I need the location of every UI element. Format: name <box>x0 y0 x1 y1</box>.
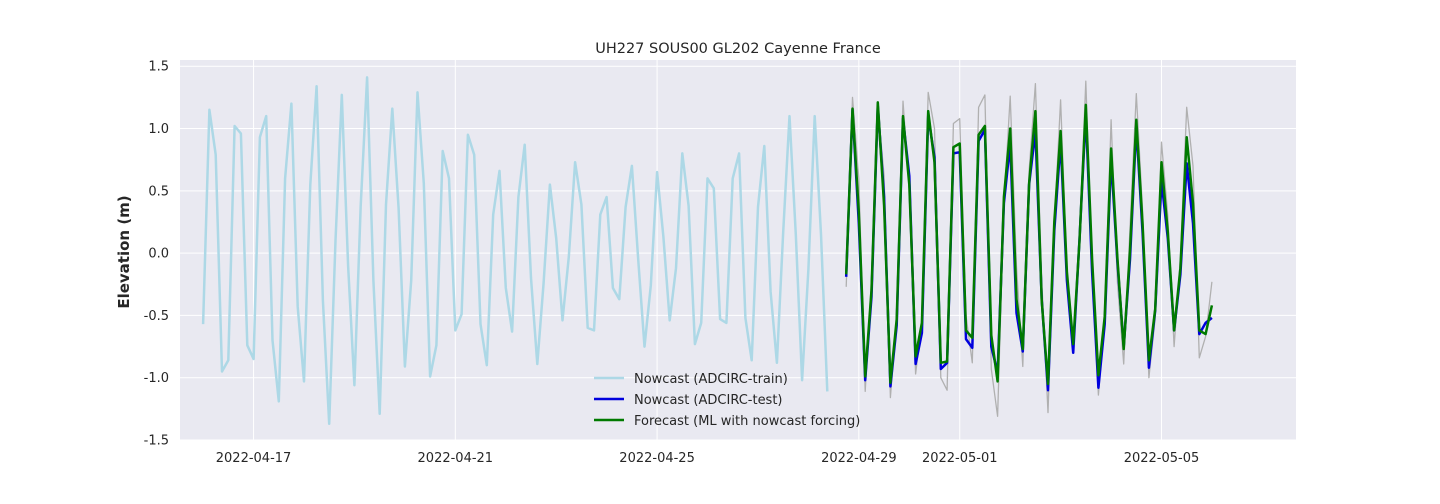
y-tick-label: -1.0 <box>144 371 169 386</box>
x-tick-label: 2022-04-21 <box>418 451 494 466</box>
y-axis-label: Elevation (m) <box>115 195 133 308</box>
legend: Nowcast (ADCIRC-train) Nowcast (ADCIRC-te… <box>594 372 860 429</box>
x-tick-label: 2022-04-29 <box>821 451 897 466</box>
chart-title: UH227 SOUS00 GL202 Cayenne France <box>595 41 881 57</box>
y-tick-label: 0.5 <box>148 184 169 199</box>
series-layer <box>201 76 1214 426</box>
x-tick-label: 2022-05-01 <box>922 451 998 466</box>
y-tick-label: 0.0 <box>148 247 169 262</box>
legend-label: Nowcast (ADCIRC-test) <box>634 393 783 408</box>
y-tick-label: -0.5 <box>144 309 169 324</box>
legend-label: Nowcast (ADCIRC-train) <box>634 372 788 387</box>
y-tick-label: -1.5 <box>144 434 169 449</box>
series-line-nowcast-adcirc-train <box>201 76 829 426</box>
x-tick-label: 2022-04-25 <box>619 451 695 466</box>
y-tick-label: 1.0 <box>148 122 169 137</box>
legend-label: Forecast (ML with nowcast forcing) <box>634 414 860 429</box>
series-line-forecast-ml-with-nowcast-forcing <box>844 101 1214 386</box>
x-tick-label: 2022-04-17 <box>216 451 292 466</box>
y-tick-label: 1.5 <box>148 60 169 75</box>
x-tick-label: 2022-05-05 <box>1124 451 1200 466</box>
ticks-layer: -1.5 -1.0 -0.5 0.0 0.5 1.0 1.5 2022-04-17 2022-0… <box>144 60 1200 466</box>
